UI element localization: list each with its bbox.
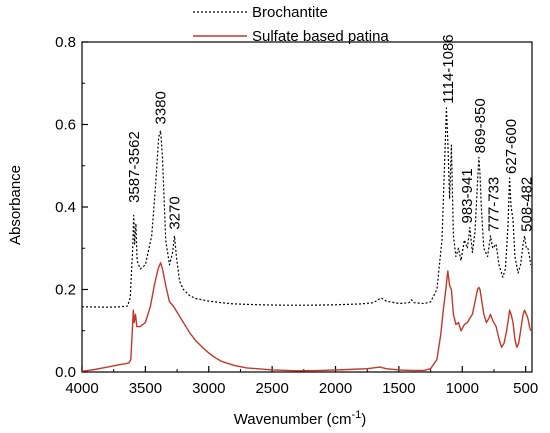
y-tick-label: 0.6 xyxy=(55,117,76,134)
x-tick-label: 2500 xyxy=(255,380,288,397)
x-tick-label: 2000 xyxy=(319,380,352,397)
peak-annotation: 869-850 xyxy=(472,98,489,153)
peak-annotation: 508-482 xyxy=(518,177,535,232)
legend-label-brochantite: Brochantite xyxy=(252,4,328,21)
series-line-sulfate-patina xyxy=(81,262,532,372)
x-tick-label: 4000 xyxy=(65,380,98,397)
x-tick-label: 500 xyxy=(513,380,538,397)
x-tick-label: 3000 xyxy=(192,380,225,397)
y-axis-label-group: Absorbance xyxy=(7,165,24,245)
legend: Brochantite Sulfate based patina xyxy=(193,4,389,45)
x-axis-label-end: ) xyxy=(361,411,366,428)
x-tick-label: 1000 xyxy=(446,380,479,397)
y-tick-label: 0.2 xyxy=(55,282,76,299)
series-line-brochantite xyxy=(81,107,532,308)
peak-annotation: 627-600 xyxy=(503,119,520,174)
x-tick-label: 3500 xyxy=(129,380,162,397)
peak-annotation: 777-733 xyxy=(485,177,502,232)
peak-annotation: 3587-3562 xyxy=(126,131,143,203)
peak-annotation: 983-941 xyxy=(459,168,476,223)
peak-annotation: 3380 xyxy=(153,91,170,124)
plot-area: 0.0 0.2 0.4 0.6 0.8 4000 3500 3000 2500 2000 1500 1… xyxy=(55,34,538,397)
y-tick-label: 0.0 xyxy=(55,364,76,381)
peak-annotation: 3270 xyxy=(166,196,183,229)
x-axis-label-superscript: -1 xyxy=(352,409,362,421)
peak-annotation: 1114-1086 xyxy=(440,34,457,104)
y-tick-label: 0.4 xyxy=(55,199,76,216)
x-axis-label: Wavenumber (cm-1) xyxy=(234,409,367,428)
x-axis-label-main: Wavenumber (cm xyxy=(234,411,352,428)
x-axis-label-group: Wavenumber (cm-1) xyxy=(234,409,367,428)
y-tick-label: 0.8 xyxy=(55,34,76,51)
y-axis-label: Absorbance xyxy=(7,165,24,245)
x-tick-label: 1500 xyxy=(382,380,415,397)
legend-label-sulfate-patina: Sulfate based patina xyxy=(252,28,389,45)
